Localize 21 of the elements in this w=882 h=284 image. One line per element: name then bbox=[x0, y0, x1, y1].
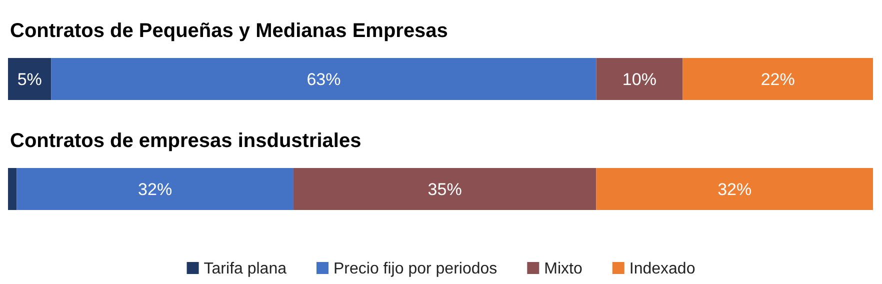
legend-label: Precio fijo por periodos bbox=[334, 260, 498, 278]
bar bbox=[8, 58, 52, 100]
data-label: 5% bbox=[17, 70, 42, 89]
data-label: 63% bbox=[306, 70, 341, 89]
bar bbox=[16, 168, 294, 210]
legend-label: Mixto bbox=[544, 260, 582, 278]
bar bbox=[596, 58, 683, 100]
legend-label: Indexado bbox=[629, 260, 696, 278]
bar bbox=[8, 168, 17, 210]
data-label: 32% bbox=[718, 180, 752, 199]
bar bbox=[293, 168, 596, 210]
data-label: 32% bbox=[138, 180, 172, 199]
data-label: 22% bbox=[760, 70, 795, 89]
data-label: 10% bbox=[622, 70, 656, 89]
bar bbox=[682, 58, 873, 100]
data-label: 35% bbox=[428, 180, 462, 199]
bar bbox=[51, 58, 596, 100]
bar bbox=[596, 168, 873, 210]
chart-title: Contratos de Pequeñas y Medianas Empresas bbox=[10, 20, 448, 42]
legend-label: Tarifa plana bbox=[204, 260, 287, 278]
chart-title: Contratos de empresas insdustriales bbox=[10, 130, 362, 152]
